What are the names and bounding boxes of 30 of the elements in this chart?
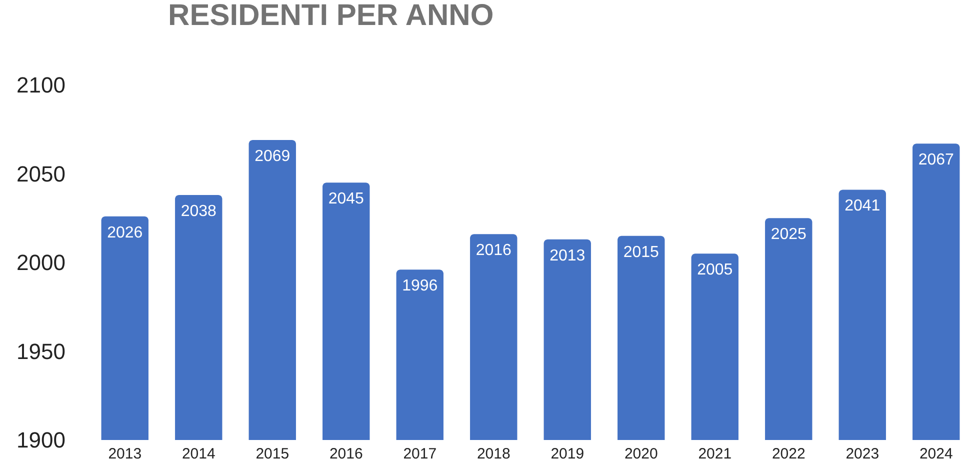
data-label: 1996 bbox=[402, 278, 438, 295]
x-tick-label: 2022 bbox=[772, 446, 806, 462]
x-tick-label: 2015 bbox=[256, 446, 290, 462]
x-tick-label: 2013 bbox=[108, 446, 142, 462]
y-tick-label: 2000 bbox=[16, 250, 66, 275]
data-label: 2016 bbox=[476, 242, 512, 260]
y-tick-label: 1900 bbox=[16, 428, 66, 452]
data-label: 2026 bbox=[107, 224, 143, 242]
data-label: 2025 bbox=[770, 226, 807, 244]
chart-title: RESIDENTI PER ANNO bbox=[168, 0, 494, 32]
data-label: 2015 bbox=[623, 244, 660, 261]
y-tick-label: 1950 bbox=[16, 338, 66, 364]
data-label: 2067 bbox=[918, 152, 954, 169]
data-label: 2038 bbox=[180, 203, 217, 220]
x-tick-label: 2017 bbox=[403, 446, 437, 462]
y-tick-label: 2100 bbox=[16, 72, 66, 98]
x-tick-label: 2014 bbox=[182, 446, 216, 462]
x-tick-label: 2023 bbox=[846, 446, 880, 462]
x-tick-label: 2019 bbox=[550, 446, 584, 462]
data-label: 2041 bbox=[844, 198, 880, 215]
x-tick-label: 2024 bbox=[919, 446, 953, 462]
data-label: 2045 bbox=[328, 190, 364, 208]
data-label: 2069 bbox=[254, 148, 290, 166]
x-tick-label: 2021 bbox=[698, 446, 732, 462]
data-label: 2005 bbox=[697, 262, 733, 279]
y-tick-label: 2050 bbox=[16, 161, 66, 186]
x-tick-label: 2020 bbox=[624, 446, 658, 462]
x-tick-label: 2016 bbox=[329, 446, 363, 462]
x-tick-label: 2018 bbox=[476, 446, 510, 462]
data-label: 2013 bbox=[550, 247, 586, 264]
